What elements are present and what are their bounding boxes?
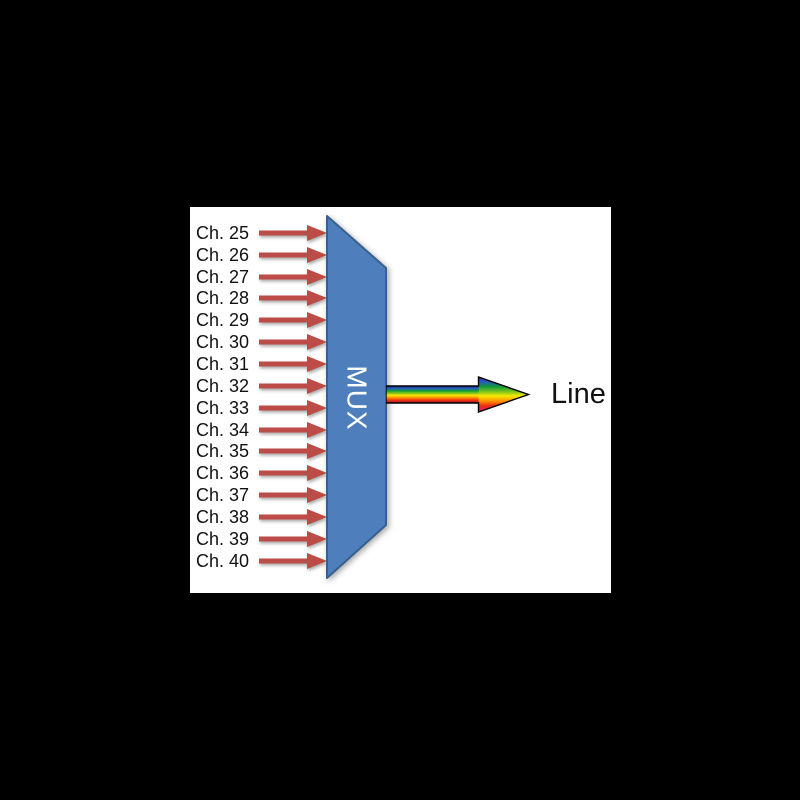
channel-arrow-icon: [259, 312, 327, 329]
channel-arrow-shape: [259, 552, 327, 569]
channel-label: Ch. 30: [196, 332, 250, 353]
channel-arrow-icon: [259, 290, 327, 307]
channel-arrow-icon: [259, 399, 327, 416]
channel-arrow-shape: [259, 355, 327, 372]
channel-row: Ch. 29: [196, 309, 327, 331]
channel-label: Ch. 33: [196, 397, 250, 418]
channel-arrow-icon: [259, 465, 327, 482]
channel-arrow-icon: [259, 487, 327, 504]
channel-arrow-icon: [259, 224, 327, 241]
channel-row: Ch. 26: [196, 244, 327, 266]
channel-arrow-shape: [259, 312, 327, 329]
channel-label: Ch. 32: [196, 375, 250, 396]
channel-label: Ch. 40: [196, 550, 250, 571]
channel-row: Ch. 27: [196, 266, 327, 288]
channel-label: Ch. 29: [196, 310, 250, 331]
channel-label: Ch. 28: [196, 288, 250, 309]
channel-arrow-icon: [259, 377, 327, 394]
channel-arrow-shape: [259, 224, 327, 241]
channel-label: Ch. 37: [196, 485, 250, 506]
channel-arrow-icon: [259, 246, 327, 263]
channel-arrow-icon: [259, 334, 327, 351]
channel-row: Ch. 31: [196, 353, 327, 375]
channel-label: Ch. 25: [196, 222, 250, 243]
output-line-label: Line: [551, 378, 606, 410]
rainbow-arrow-outline: [386, 376, 531, 413]
channel-arrow-shape: [259, 508, 327, 525]
channel-arrow-icon: [259, 443, 327, 460]
channel-row: Ch. 30: [196, 331, 327, 353]
channel-arrow-shape: [259, 465, 327, 482]
channel-row: Ch. 34: [196, 419, 327, 441]
mux-trapezoid-shape: [326, 215, 387, 579]
channel-arrow-shape: [259, 334, 327, 351]
rainbow-arrow-head: [478, 377, 529, 412]
channel-label: Ch. 26: [196, 244, 250, 265]
channel-arrow-shape: [259, 399, 327, 416]
channel-label: Ch. 36: [196, 463, 250, 484]
channel-arrow-shape: [259, 487, 327, 504]
channel-arrow-shape: [259, 530, 327, 547]
channel-label: Ch. 31: [196, 353, 250, 374]
channel-label: Ch. 34: [196, 419, 250, 440]
channel-label: Ch. 38: [196, 506, 250, 527]
channel-arrow-shape: [259, 268, 327, 285]
channel-row: Ch. 37: [196, 484, 327, 506]
channel-row: Ch. 36: [196, 462, 327, 484]
channel-arrow-icon: [259, 268, 327, 285]
channel-row: Ch. 40: [196, 550, 327, 572]
channel-label: Ch. 27: [196, 266, 250, 287]
channel-arrow-shape: [259, 421, 327, 438]
channel-list: Ch. 25 Ch. 26 Ch. 27 Ch. 28 Ch. 29 Ch. 3…: [196, 222, 327, 572]
channel-row: Ch. 25: [196, 222, 327, 244]
channel-arrow-shape: [259, 290, 327, 307]
channel-row: Ch. 38: [196, 506, 327, 528]
channel-row: Ch. 33: [196, 397, 327, 419]
channel-arrow-icon: [259, 508, 327, 525]
rainbow-output-arrow-icon: [386, 376, 531, 413]
channel-arrow-icon: [259, 552, 327, 569]
channel-arrow-icon: [259, 421, 327, 438]
channel-row: Ch. 35: [196, 440, 327, 462]
channel-row: Ch. 28: [196, 288, 327, 310]
channel-arrow-shape: [259, 246, 327, 263]
channel-row: Ch. 32: [196, 375, 327, 397]
rainbow-arrow-body: [386, 386, 479, 403]
channel-arrow-shape: [259, 377, 327, 394]
channel-arrow-icon: [259, 530, 327, 547]
mux-trapezoid: [326, 215, 387, 579]
channel-row: Ch. 39: [196, 528, 327, 550]
channel-arrow-shape: [259, 443, 327, 460]
channel-label: Ch. 39: [196, 528, 250, 549]
channel-label: Ch. 35: [196, 441, 250, 462]
channel-arrow-icon: [259, 355, 327, 372]
